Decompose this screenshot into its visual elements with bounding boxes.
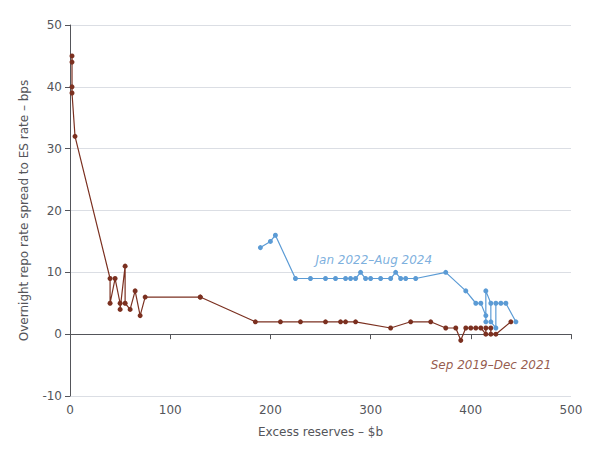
- svg-text:Excess reserves – $b: Excess reserves – $b: [258, 425, 383, 439]
- svg-text:500: 500: [560, 403, 583, 417]
- svg-text:0: 0: [54, 327, 62, 341]
- svg-text:-10: -10: [42, 389, 62, 403]
- svg-text:30: 30: [47, 142, 62, 156]
- svg-text:50: 50: [47, 18, 62, 32]
- svg-text:Sep 2019–Dec 2021: Sep 2019–Dec 2021: [431, 358, 552, 372]
- svg-text:0: 0: [66, 403, 74, 417]
- svg-text:400: 400: [459, 403, 482, 417]
- svg-text:300: 300: [359, 403, 382, 417]
- svg-text:Overnight repo rate spread to: Overnight repo rate spread to ES rate – …: [17, 80, 31, 341]
- svg-text:10: 10: [47, 265, 62, 279]
- svg-text:20: 20: [47, 204, 62, 218]
- svg-text:40: 40: [47, 80, 62, 94]
- svg-text:200: 200: [259, 403, 282, 417]
- svg-text:100: 100: [159, 403, 182, 417]
- svg-text:Jan 2022–Aug 2024: Jan 2022–Aug 2024: [313, 253, 432, 267]
